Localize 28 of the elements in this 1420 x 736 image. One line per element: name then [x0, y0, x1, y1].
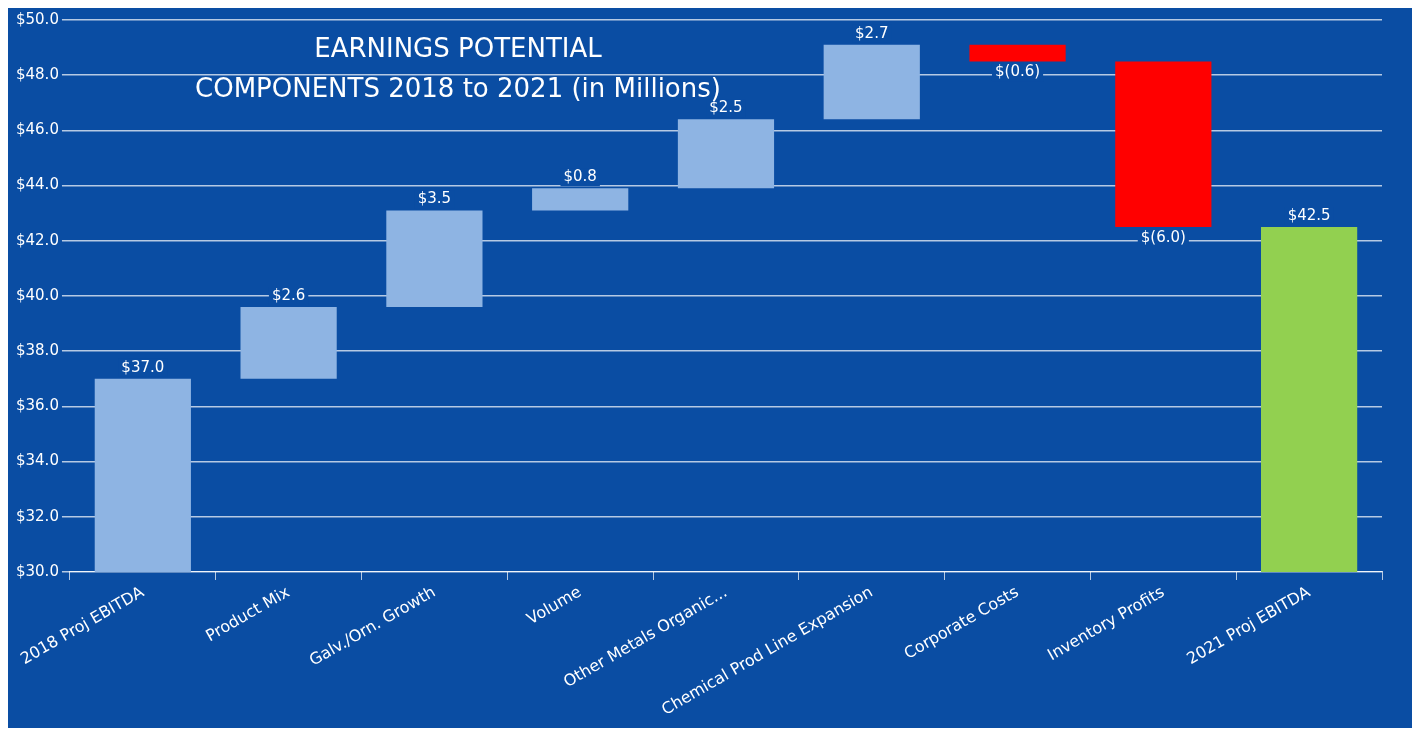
y-tick-label: $32.0 — [15, 506, 59, 525]
y-tick-label: $36.0 — [15, 396, 59, 415]
y-tick-label: $48.0 — [15, 65, 59, 84]
data-label: $3.5 — [417, 189, 452, 208]
bar — [240, 307, 337, 379]
y-tick-label: $30.0 — [15, 561, 59, 580]
y-tick-label: $46.0 — [15, 120, 59, 139]
bar — [969, 44, 1066, 62]
bar — [1115, 61, 1212, 227]
data-label: $(6.0) — [1140, 227, 1186, 246]
data-label: $2.6 — [271, 285, 306, 304]
y-tick-label: $42.0 — [15, 230, 59, 249]
bar — [677, 119, 775, 189]
bar — [386, 210, 483, 308]
data-label: $2.7 — [855, 23, 889, 42]
y-tick-label: $44.0 — [15, 175, 59, 194]
y-tick-label: $50.0 — [15, 9, 59, 28]
data-label: $0.8 — [563, 167, 597, 186]
bar — [532, 188, 629, 211]
y-tick-label: $34.0 — [15, 451, 59, 470]
data-label: $37.0 — [121, 357, 165, 376]
bar — [823, 44, 920, 120]
data-label: $(0.6) — [994, 62, 1041, 81]
bar — [1261, 227, 1358, 572]
bar — [94, 378, 191, 572]
data-label: $42.5 — [1287, 205, 1331, 224]
y-tick-label: $38.0 — [15, 341, 59, 360]
y-tick-label: $40.0 — [15, 285, 59, 304]
